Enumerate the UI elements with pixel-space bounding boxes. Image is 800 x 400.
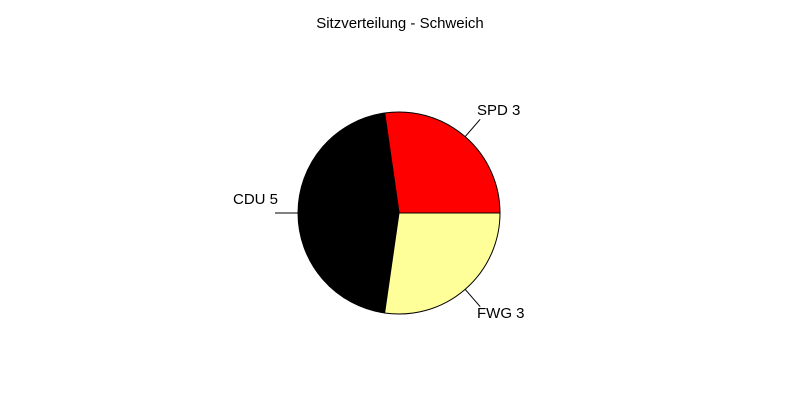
pie-slice-fwg [384,212,501,315]
pie-slice-cdu [297,112,400,314]
chart-title: Sitzverteilung - Schweich [316,15,484,32]
slice-label-text: SPD [477,102,508,119]
slice-label-spd: SPD 3 [477,103,520,119]
slice-label-value: 3 [516,305,525,322]
slice-label-fwg: FWG 3 [477,306,525,322]
slice-label-text: CDU [232,191,266,208]
slice-label-value: 3 [512,102,521,119]
slice-label-value: 5 [269,191,278,208]
leader-line-spd [464,118,481,137]
slice-label-text: FWG [477,305,512,322]
slice-label-cdu: CDU 5 [233,192,278,208]
pie-slice-spd [384,111,501,214]
leader-line-fwg [464,289,481,308]
